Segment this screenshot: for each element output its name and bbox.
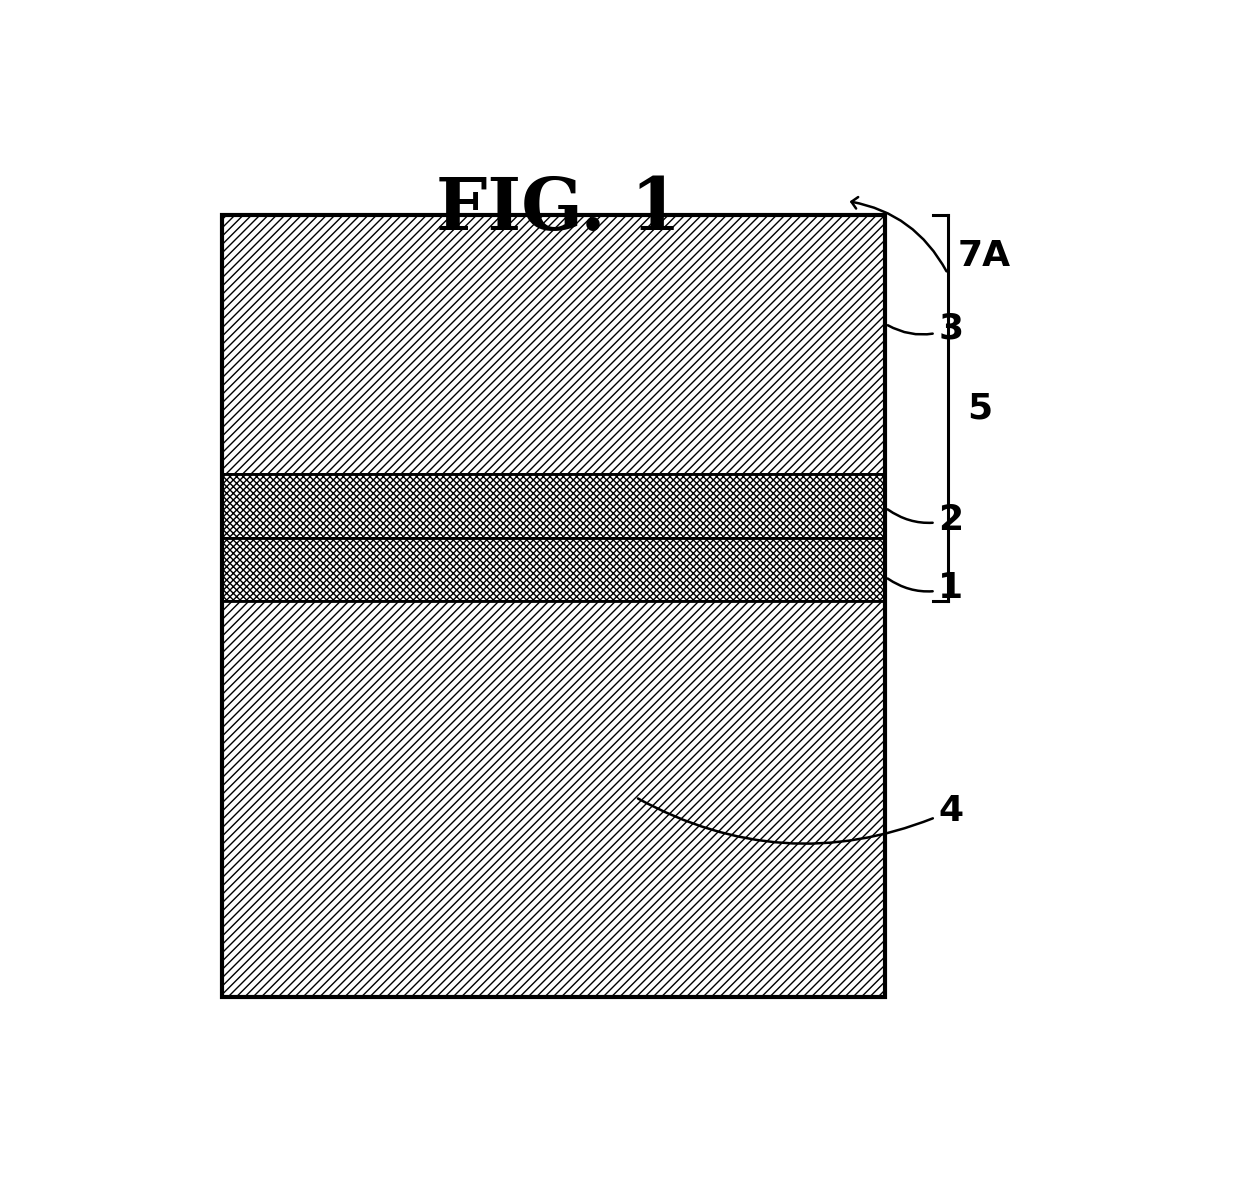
Text: 7A: 7A (957, 239, 1011, 273)
Bar (222, 215, 885, 474)
Bar (222, 538, 885, 602)
Text: 2: 2 (888, 502, 963, 537)
Text: 5: 5 (967, 391, 992, 426)
Text: FIG. 1: FIG. 1 (436, 174, 681, 245)
Bar (222, 474, 885, 538)
Bar (222, 602, 885, 998)
Bar (222, 215, 885, 998)
Text: 4: 4 (637, 794, 963, 844)
Text: 3: 3 (888, 311, 963, 345)
Text: 1: 1 (888, 571, 963, 605)
